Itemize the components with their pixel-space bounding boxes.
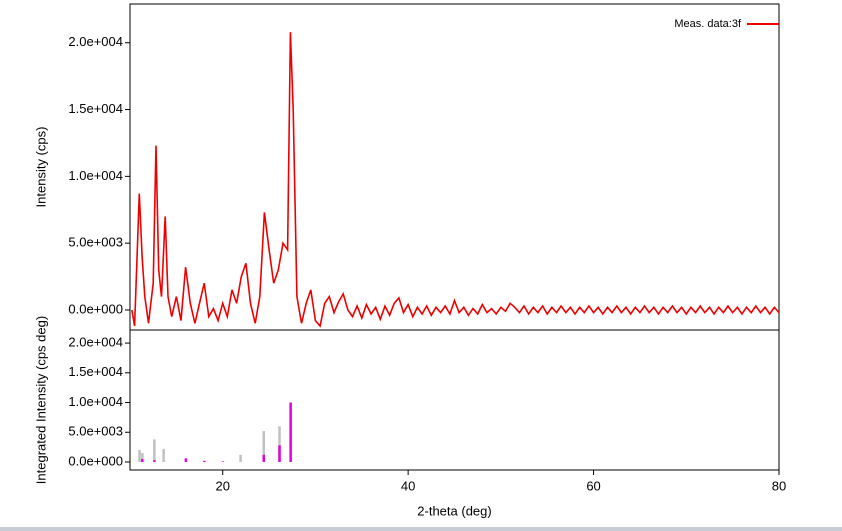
- y-tick-label: 1.0e+004: [68, 168, 123, 183]
- x-tick-label: 40: [401, 478, 415, 493]
- stick: [153, 460, 156, 462]
- stick: [203, 460, 206, 462]
- stick: [141, 459, 144, 462]
- y-tick-label: 2.0e+004: [68, 335, 123, 350]
- y-tick-label: 5.0e+003: [68, 424, 123, 439]
- y-tick-label: 0.0e+000: [68, 453, 123, 468]
- x-tick-label: 80: [772, 478, 786, 493]
- stick: [278, 445, 281, 462]
- data-line: [131, 32, 780, 328]
- stick: [278, 426, 281, 462]
- status-strip: [0, 527, 842, 531]
- y-axis-label: Integrated Intensity (cps deg): [33, 316, 48, 484]
- y-tick-label: 5.0e+003: [68, 235, 123, 250]
- stick: [162, 448, 165, 462]
- plot-frame: [129, 3, 780, 331]
- x-tick-label: 20: [215, 478, 229, 493]
- y-axis-label: Intensity (cps): [33, 127, 48, 208]
- stick: [289, 402, 292, 462]
- y-tick-label: 1.5e+004: [68, 364, 123, 379]
- stick: [153, 439, 156, 462]
- x-axis-label: 2-theta (deg): [417, 503, 491, 518]
- y-tick-label: 0.0e+000: [68, 301, 123, 316]
- y-tick-label: 2.0e+004: [68, 34, 123, 49]
- stick: [141, 453, 144, 462]
- y-tick-label: 1.0e+004: [68, 394, 123, 409]
- stick: [262, 431, 266, 462]
- stick: [221, 461, 225, 462]
- x-tick-label: 60: [586, 478, 600, 493]
- stick: [262, 454, 266, 462]
- stick: [138, 450, 141, 462]
- plot-frame: [129, 329, 780, 471]
- stick: [184, 458, 188, 462]
- legend-label: Meas. data:3f: [674, 18, 742, 30]
- stick: [239, 454, 242, 462]
- y-tick-label: 1.5e+004: [68, 101, 123, 116]
